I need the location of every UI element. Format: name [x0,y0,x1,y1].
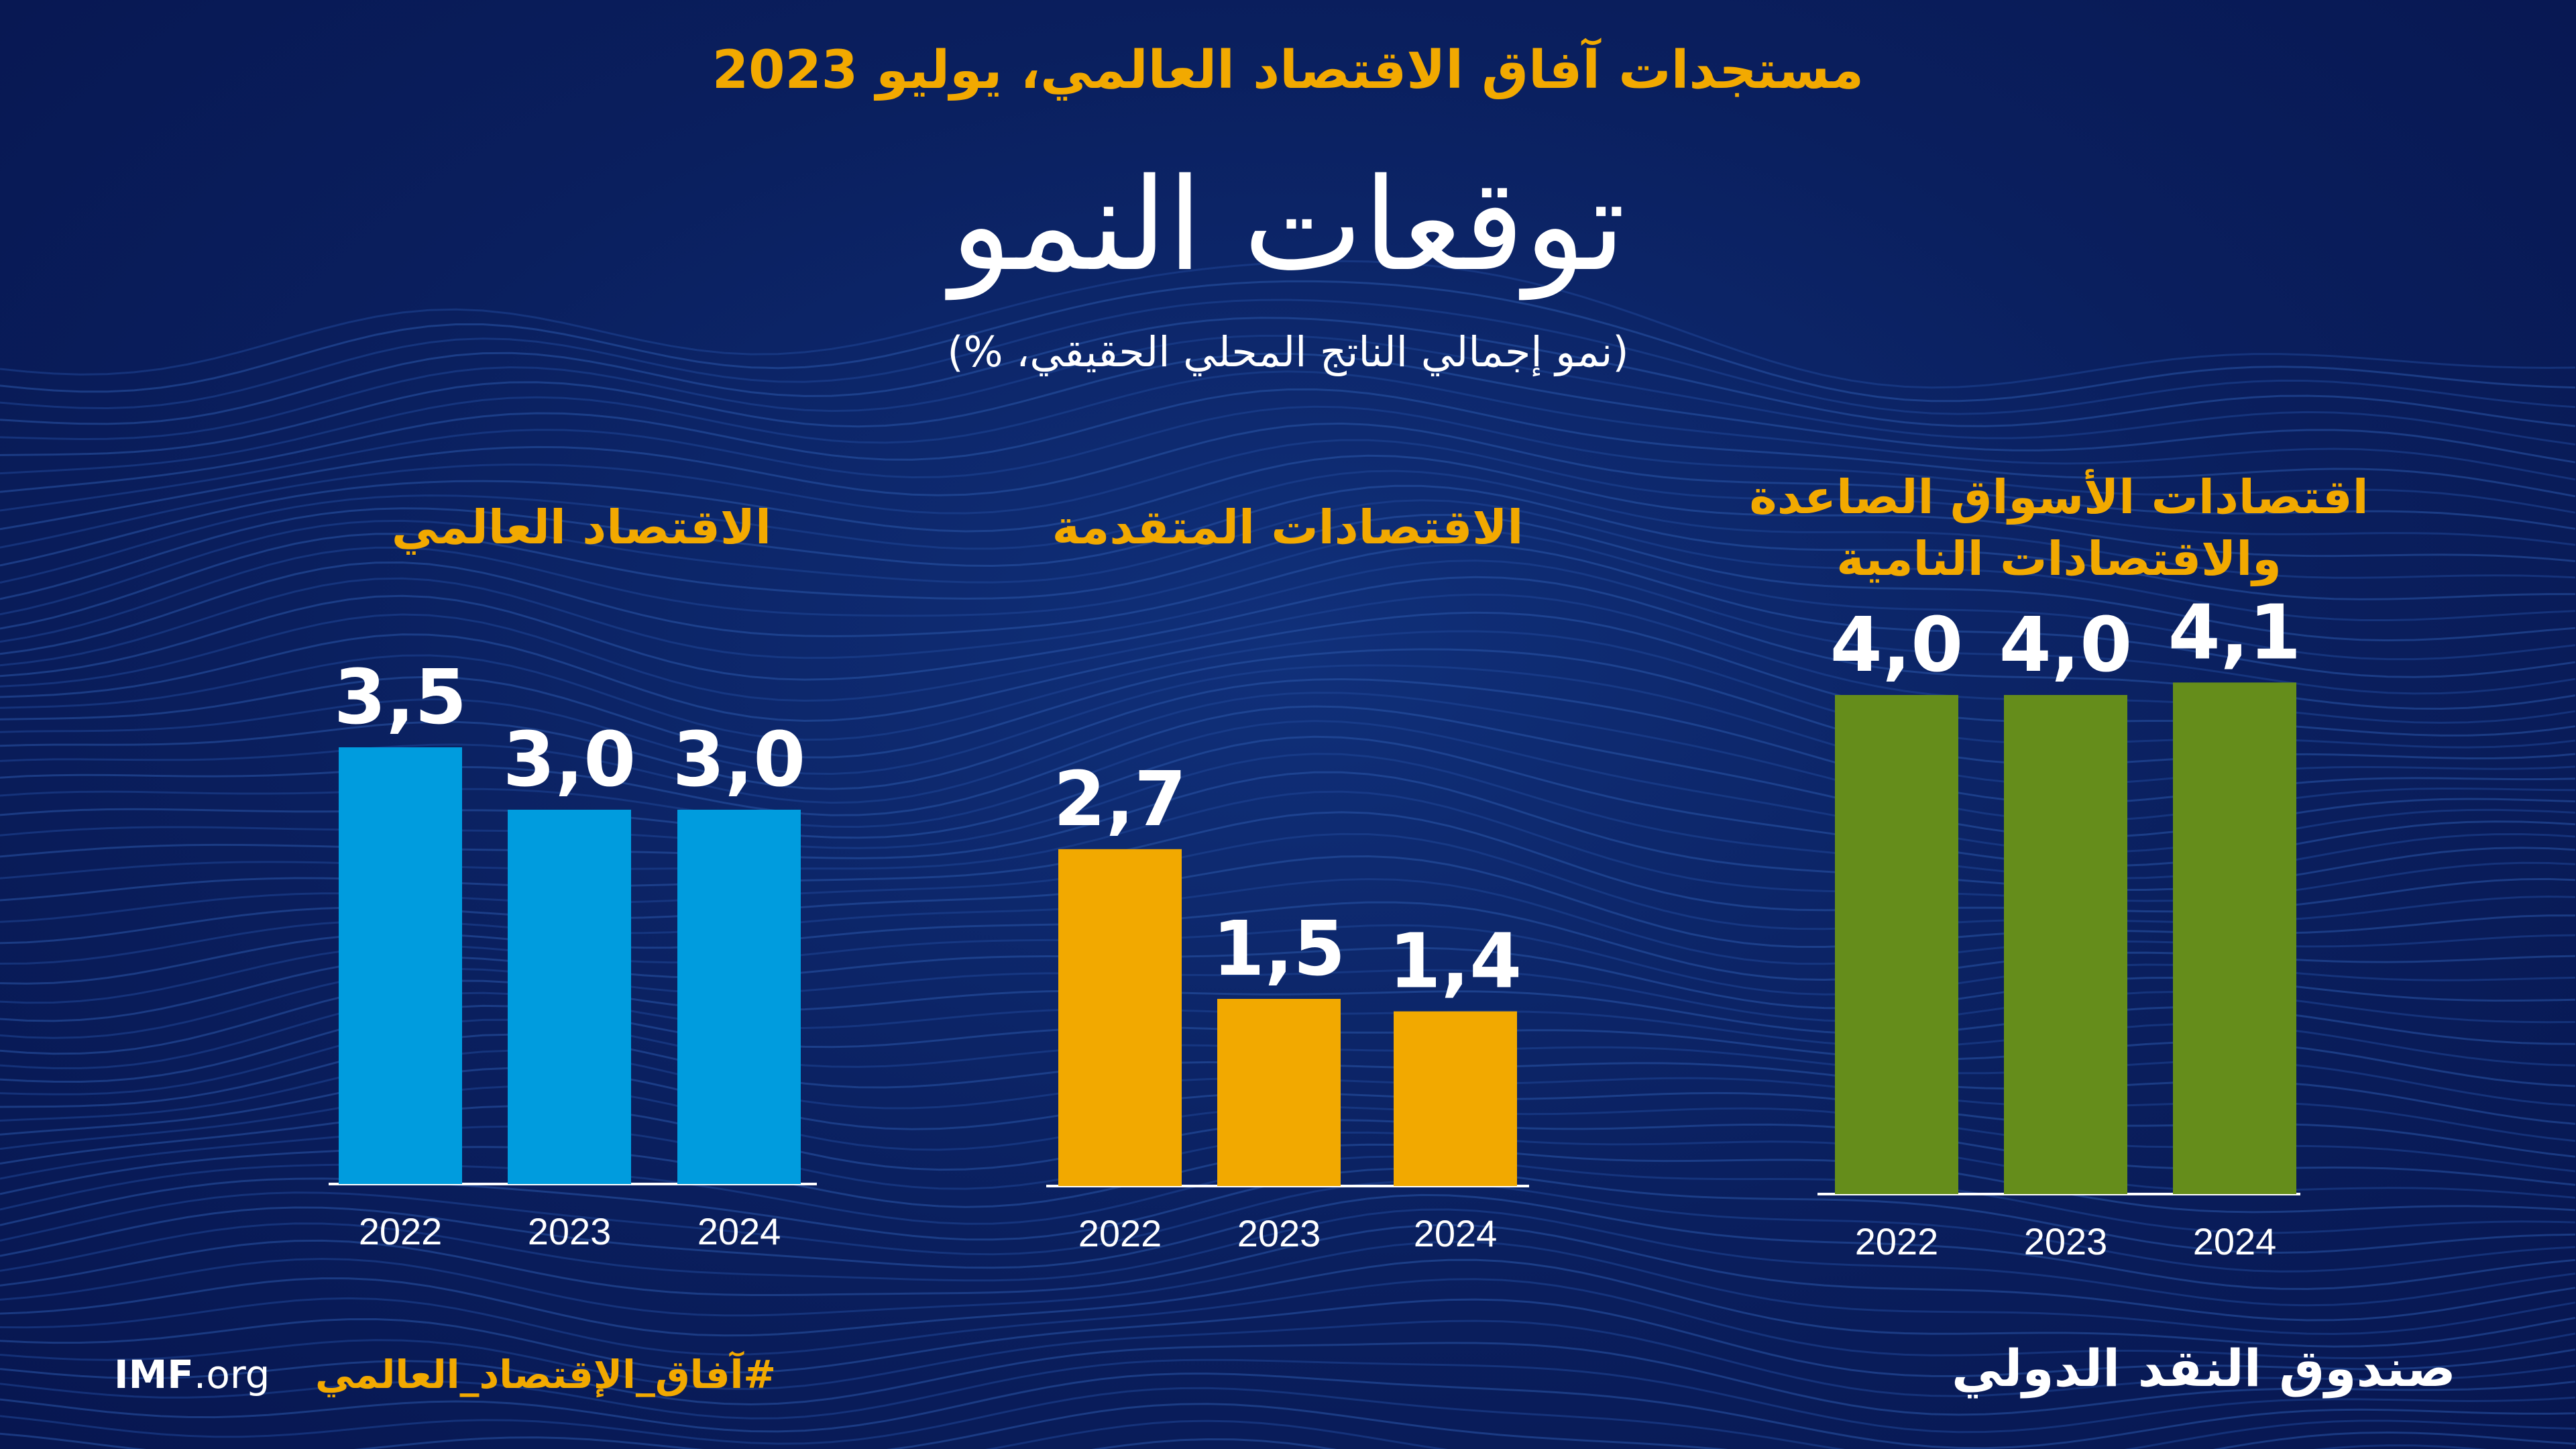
wave-line [0,334,2576,446]
bar-world-2023 [508,810,631,1184]
page-title: توقعات النمو [950,151,1626,299]
hashtag-label[interactable]: #آفاق_الإقتصاد_العالمي [315,1352,777,1397]
wave-line [0,1298,2576,1377]
wave-line [0,1358,2576,1434]
imf-brand-logo-text: صندوق النقد الدولي [1952,1338,2456,1398]
chart-title-advanced: الاقتصادات المتقدمة [1046,496,1529,558]
wave-line [0,454,2576,567]
unit-note: (نمو إجمالي الناتج المحلي الحقيقي، %) [947,327,1629,376]
wave-line [0,611,2576,737]
imf-site-rest: .org [193,1352,270,1397]
wave-line [0,317,2576,427]
wave-line [1091,1438,1337,1449]
wave-line [0,370,2576,481]
tick-label-emerging-2023: 2023 [2024,1220,2108,1263]
wave-line [0,1240,2576,1336]
wave-line [0,1320,2576,1397]
bar-emerging-2024 [2173,682,2296,1194]
chart-title-emerging: اقتصادات الأسواق الصاعدة والاقتصادات الن… [1744,466,2374,590]
wave-line [0,648,2576,765]
wave-line [0,528,2576,661]
wave-line [0,1208,2576,1307]
data-label-advanced-2022: 2,7 [1054,756,1186,843]
data-label-advanced-2024: 1,4 [1389,918,1522,1006]
bar-advanced-2024 [1394,1011,1517,1186]
wave-line [0,559,2576,695]
tick-label-advanced-2024: 2024 [1414,1212,1498,1254]
wave-line [0,388,2576,498]
data-label-world-2023: 3,0 [503,716,636,804]
imf-site-bold: IMF [114,1352,194,1397]
wave-line [0,593,2576,724]
wave-line [0,630,2576,749]
wave-line [0,1373,2576,1449]
wave-line [0,1403,2576,1449]
wave-line [0,422,2576,531]
wave-line [0,664,2576,786]
data-label-emerging-2022: 4,0 [1830,602,1963,689]
wave-line [0,543,2576,678]
wave-line [0,484,2575,600]
data-label-emerging-2024: 4,1 [2168,589,2301,676]
bar-advanced-2022 [1058,849,1182,1186]
tick-label-emerging-2022: 2022 [1855,1220,1939,1263]
data-label-emerging-2023: 4,0 [1999,602,2132,689]
bar-world-2022 [339,747,462,1184]
wave-line [0,499,2576,622]
bar-advanced-2023 [1217,999,1341,1186]
wave-line [0,470,2576,584]
bar-emerging-2023 [2004,695,2127,1194]
report-subtitle: مستجدات آفاق الاقتصاد العالمي، يوليو 202… [712,40,1864,101]
chart-title-world-text: الاقتصاد العالمي [391,500,771,555]
tick-label-advanced-2022: 2022 [1078,1212,1162,1254]
wave-line [0,299,2576,415]
wave-line [0,1180,2576,1273]
wave-line [0,1278,2576,1360]
wave-line [0,1387,2576,1449]
wave-line [0,514,2576,642]
wave-line [0,1193,2576,1291]
wave-line [0,352,2576,464]
wave-line [0,280,2576,402]
wave-line [0,1224,2576,1322]
chart-title-advanced-text: الاقتصادات المتقدمة [1052,500,1524,555]
wave-line [0,260,2576,389]
bar-world-2024 [677,810,801,1184]
chart-title-emerging-line1: اقتصادات الأسواق الصاعدة [1749,470,2369,525]
wave-line [0,1258,2576,1348]
chart-title-emerging-line2: والاقتصادات النامية [1836,531,2282,586]
tick-label-world-2022: 2022 [359,1210,443,1252]
tick-label-emerging-2024: 2024 [2193,1220,2277,1263]
wave-line [985,1419,2487,1449]
wave-line [0,576,2576,710]
tick-label-world-2023: 2023 [528,1210,612,1252]
data-label-world-2024: 3,0 [673,716,805,804]
wave-line [0,678,2576,804]
data-label-advanced-2023: 1,5 [1213,906,1345,993]
data-label-world-2022: 3,5 [334,654,467,741]
wave-line [0,405,2576,514]
chart-title-world: الاقتصاد العالمي [392,496,771,558]
wave-line [0,1342,2576,1416]
bar-emerging-2022 [1835,695,1958,1194]
tick-label-advanced-2023: 2023 [1237,1212,1321,1254]
wave-line [0,692,2576,822]
wave-line [0,439,2576,549]
imf-website-label[interactable]: IMF.org [114,1352,270,1397]
tick-label-world-2024: 2024 [697,1210,781,1252]
